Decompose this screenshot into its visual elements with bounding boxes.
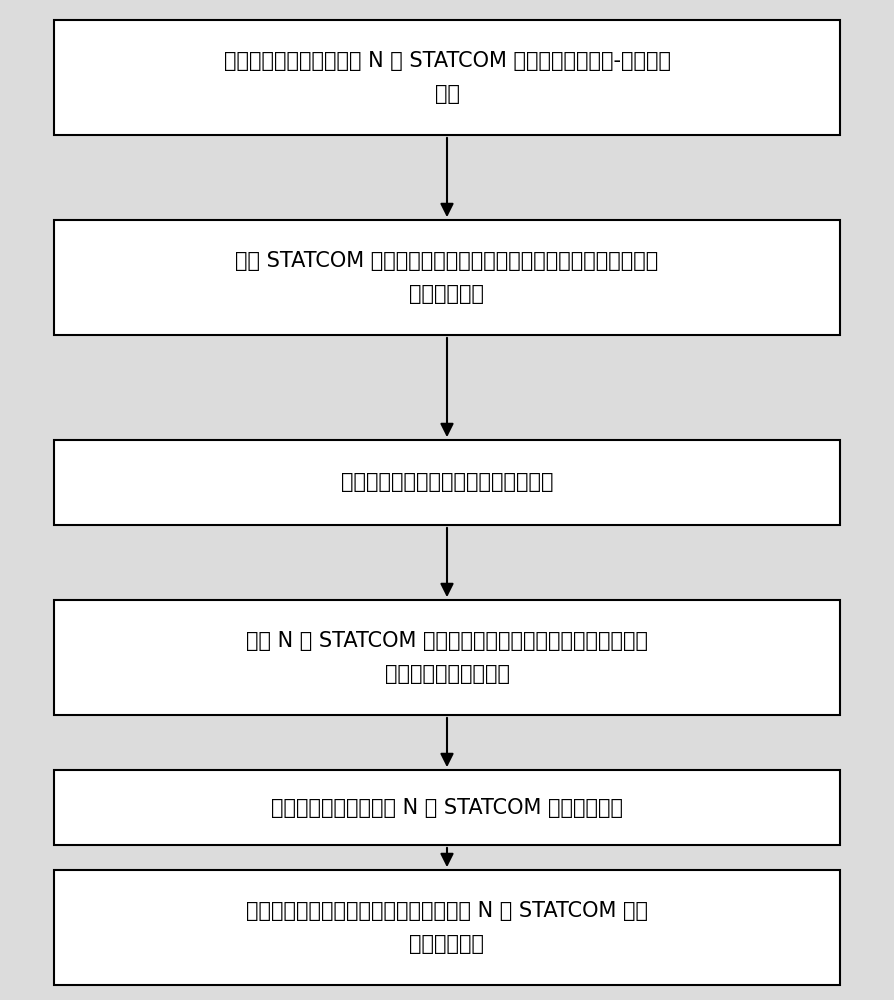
Text: 通过 N 台 STATCOM 阻尼控制器同步增益微增试验获取增益矩
阵序列极值及增益矩阵: 通过 N 台 STATCOM 阻尼控制器同步增益微增试验获取增益矩 阵序列极值及… [246,631,648,684]
FancyBboxPatch shape [54,220,840,335]
Text: 基于控制器滞后特性计算 N 台 STATCOM 阻尼控制器的超前-滞后环节
参数: 基于控制器滞后特性计算 N 台 STATCOM 阻尼控制器的超前-滞后环节 参数 [224,51,670,104]
FancyBboxPatch shape [54,20,840,135]
FancyBboxPatch shape [54,600,840,715]
Text: 基于增益约束条件完成 N 台 STATCOM 运行增益计算: 基于增益约束条件完成 N 台 STATCOM 运行增益计算 [271,798,623,818]
FancyBboxPatch shape [54,440,840,525]
FancyBboxPatch shape [54,870,840,985]
FancyBboxPatch shape [54,770,840,845]
Text: 计算运行增益微增试验的增益矩阵序列: 计算运行增益微增试验的增益矩阵序列 [341,473,553,492]
Text: 以各 STATCOM 临界增益矩阵为基值对运行增益矩阵做归一化处理得
增益系数矩阵: 以各 STATCOM 临界增益矩阵为基值对运行增益矩阵做归一化处理得 增益系数矩… [235,251,659,304]
Text: 通过阻尼效果验证进行增益微调，并确定 N 台 STATCOM 的协
调运行增益。: 通过阻尼效果验证进行增益微调，并确定 N 台 STATCOM 的协 调运行增益。 [246,901,648,954]
